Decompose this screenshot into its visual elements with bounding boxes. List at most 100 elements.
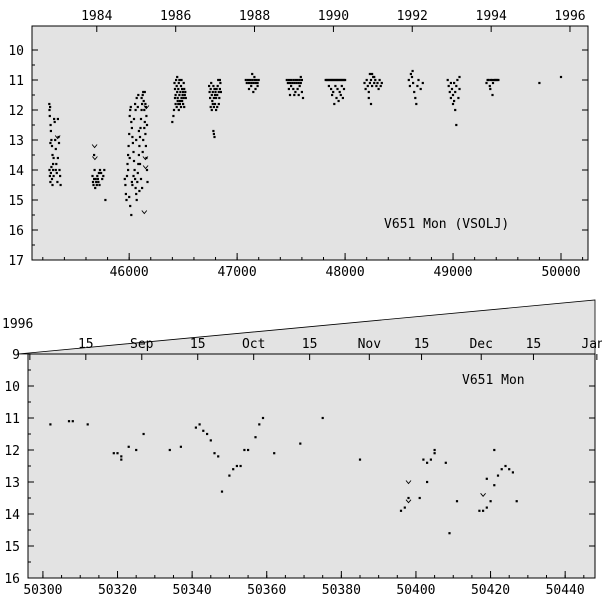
- top-axis-label: Oct: [242, 337, 265, 352]
- data-point: [49, 123, 52, 127]
- data-point: [198, 423, 201, 426]
- data-point: [182, 81, 185, 85]
- data-point: [128, 195, 131, 199]
- data-point: [176, 90, 179, 94]
- data-point: [134, 186, 137, 190]
- data-point: [173, 81, 176, 85]
- data-point: [515, 500, 518, 503]
- data-point: [134, 102, 137, 106]
- data-point: [206, 432, 209, 436]
- data-point: [179, 445, 182, 448]
- data-point: [54, 138, 57, 142]
- data-point: [300, 78, 303, 82]
- data-point: [496, 474, 500, 477]
- data-point: [296, 78, 299, 82]
- data-point: [422, 458, 425, 461]
- data-point: [426, 461, 429, 464]
- data-point: [52, 162, 55, 166]
- data-point: [57, 141, 61, 145]
- data-point: [54, 168, 57, 172]
- data-point: [54, 147, 57, 151]
- y-tick-label: 14: [8, 164, 24, 179]
- data-point: [173, 87, 177, 91]
- data-point: [131, 141, 134, 145]
- bottom-annotation: V651 Mon: [462, 373, 525, 388]
- data-point: [294, 90, 297, 94]
- data-point: [140, 108, 143, 112]
- data-point: [273, 452, 276, 455]
- data-point: [482, 509, 485, 512]
- data-point: [368, 81, 371, 85]
- data-point: [252, 90, 255, 94]
- data-point: [321, 416, 324, 420]
- data-point: [374, 78, 377, 82]
- data-point: [180, 78, 183, 82]
- data-point: [295, 81, 298, 85]
- data-point: [413, 90, 416, 94]
- data-point: [369, 102, 373, 106]
- data-point: [433, 452, 436, 455]
- data-point: [257, 78, 260, 82]
- data-point: [250, 81, 253, 85]
- data-point: [217, 78, 220, 82]
- data-point: [212, 105, 215, 109]
- data-point: [285, 78, 288, 82]
- data-point: [250, 84, 253, 88]
- fainter-than-mark: [54, 135, 61, 140]
- data-point: [145, 123, 149, 127]
- data-point: [409, 72, 412, 76]
- data-point: [559, 75, 563, 79]
- data-point: [218, 78, 221, 82]
- top-axis-label: 15: [414, 337, 430, 352]
- x-tick-label: 50440: [546, 583, 585, 598]
- data-point: [378, 78, 381, 82]
- data-point: [129, 108, 132, 112]
- data-point: [491, 93, 494, 97]
- fainter-than-mark: [405, 480, 412, 485]
- data-point: [296, 87, 299, 91]
- data-point: [183, 105, 186, 109]
- data-point: [219, 81, 222, 85]
- data-point: [256, 81, 259, 85]
- data-point: [209, 87, 212, 91]
- y-tick-label: 16: [8, 224, 24, 239]
- data-point: [331, 93, 334, 97]
- data-point: [399, 509, 403, 512]
- data-point: [145, 114, 148, 118]
- data-point: [146, 180, 149, 184]
- data-point: [59, 174, 62, 178]
- data-point: [291, 81, 294, 85]
- data-point: [213, 93, 217, 97]
- data-point: [97, 171, 100, 175]
- data-point: [375, 84, 378, 88]
- data-point: [56, 180, 59, 184]
- y-tick-label: 10: [4, 380, 20, 395]
- data-point: [299, 442, 302, 445]
- data-point: [252, 81, 255, 85]
- data-point: [55, 171, 58, 175]
- data-point: [143, 108, 146, 112]
- data-point: [120, 455, 123, 458]
- data-point: [407, 78, 410, 82]
- data-point: [334, 84, 337, 88]
- data-point: [255, 78, 258, 82]
- data-point: [184, 90, 187, 94]
- data-point: [497, 78, 500, 82]
- data-point: [213, 87, 216, 91]
- data-point: [135, 198, 138, 202]
- data-point: [182, 102, 185, 106]
- data-point: [373, 75, 376, 79]
- data-point: [293, 93, 296, 97]
- data-point: [340, 84, 343, 88]
- data-point: [48, 174, 51, 178]
- data-point: [215, 96, 218, 100]
- data-point: [92, 183, 95, 187]
- x-tick-label: 50360: [247, 583, 286, 598]
- y-tick-label: 13: [4, 476, 20, 491]
- data-point: [130, 120, 133, 124]
- data-point: [135, 448, 138, 452]
- top-points: [48, 69, 563, 217]
- data-point: [243, 448, 246, 452]
- data-point: [288, 81, 292, 85]
